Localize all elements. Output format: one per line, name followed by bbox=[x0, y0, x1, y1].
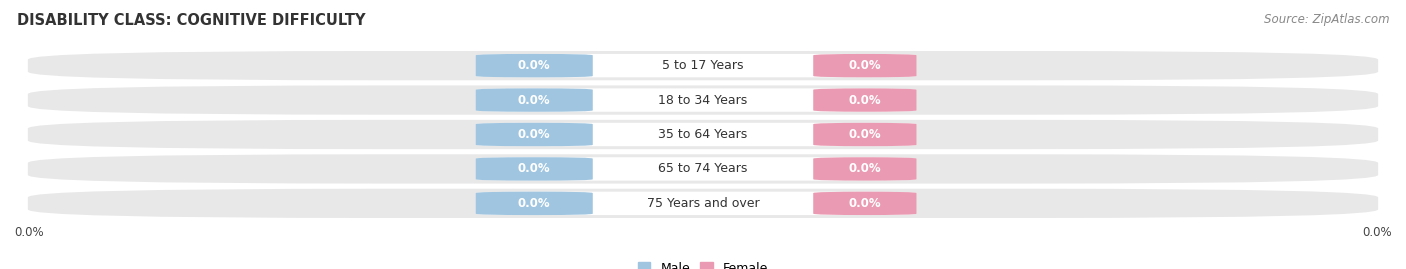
FancyBboxPatch shape bbox=[813, 54, 917, 77]
FancyBboxPatch shape bbox=[813, 192, 917, 215]
Text: 0.0%: 0.0% bbox=[517, 197, 551, 210]
FancyBboxPatch shape bbox=[475, 157, 593, 181]
FancyBboxPatch shape bbox=[475, 123, 917, 146]
FancyBboxPatch shape bbox=[475, 88, 917, 112]
FancyBboxPatch shape bbox=[475, 157, 917, 181]
Text: DISABILITY CLASS: COGNITIVE DIFFICULTY: DISABILITY CLASS: COGNITIVE DIFFICULTY bbox=[17, 13, 366, 29]
Text: 35 to 64 Years: 35 to 64 Years bbox=[658, 128, 748, 141]
Text: 0.0%: 0.0% bbox=[849, 94, 882, 107]
FancyBboxPatch shape bbox=[475, 54, 917, 77]
Text: 0.0%: 0.0% bbox=[849, 59, 882, 72]
Text: 0.0%: 0.0% bbox=[517, 162, 551, 175]
Text: 65 to 74 Years: 65 to 74 Years bbox=[658, 162, 748, 175]
FancyBboxPatch shape bbox=[28, 51, 1378, 80]
Text: 0.0%: 0.0% bbox=[1362, 226, 1392, 239]
FancyBboxPatch shape bbox=[475, 192, 917, 215]
FancyBboxPatch shape bbox=[475, 123, 593, 146]
Legend: Male, Female: Male, Female bbox=[633, 257, 773, 269]
Text: 0.0%: 0.0% bbox=[849, 162, 882, 175]
FancyBboxPatch shape bbox=[28, 120, 1378, 149]
Text: 18 to 34 Years: 18 to 34 Years bbox=[658, 94, 748, 107]
FancyBboxPatch shape bbox=[28, 86, 1378, 115]
FancyBboxPatch shape bbox=[813, 123, 917, 146]
Text: 0.0%: 0.0% bbox=[14, 226, 44, 239]
FancyBboxPatch shape bbox=[813, 88, 917, 112]
FancyBboxPatch shape bbox=[475, 192, 593, 215]
FancyBboxPatch shape bbox=[475, 88, 593, 112]
Text: 75 Years and over: 75 Years and over bbox=[647, 197, 759, 210]
Text: 5 to 17 Years: 5 to 17 Years bbox=[662, 59, 744, 72]
Text: 0.0%: 0.0% bbox=[517, 128, 551, 141]
Text: 0.0%: 0.0% bbox=[849, 197, 882, 210]
Text: 0.0%: 0.0% bbox=[517, 59, 551, 72]
Text: Source: ZipAtlas.com: Source: ZipAtlas.com bbox=[1264, 13, 1389, 26]
Text: 0.0%: 0.0% bbox=[517, 94, 551, 107]
FancyBboxPatch shape bbox=[28, 189, 1378, 218]
Text: 0.0%: 0.0% bbox=[849, 128, 882, 141]
FancyBboxPatch shape bbox=[813, 157, 917, 181]
FancyBboxPatch shape bbox=[28, 154, 1378, 183]
FancyBboxPatch shape bbox=[475, 54, 593, 77]
